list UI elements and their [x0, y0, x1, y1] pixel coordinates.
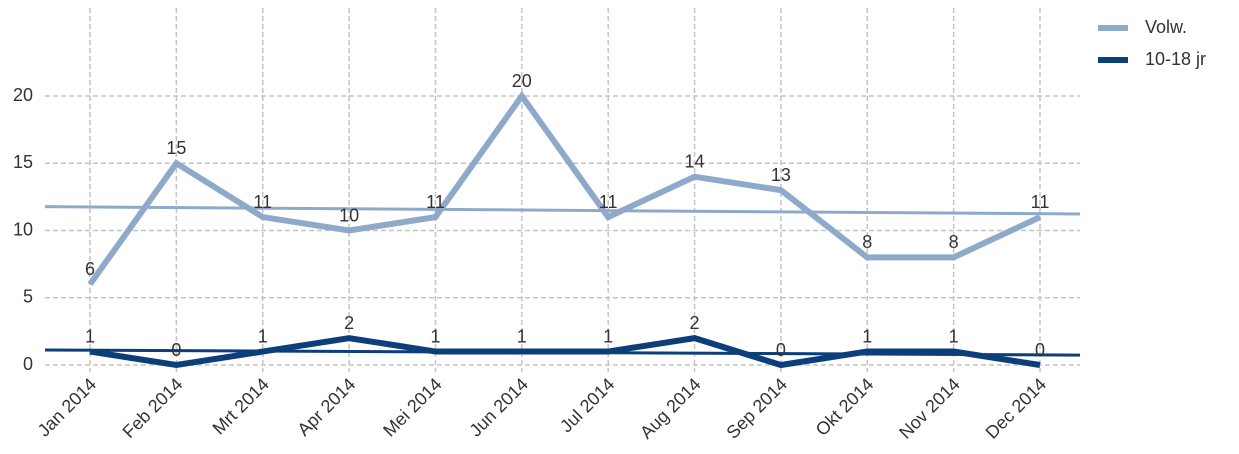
- data-label: 11: [253, 192, 272, 212]
- x-tick-label: Apr 2014: [293, 374, 359, 440]
- data-label: 14: [685, 151, 705, 171]
- data-label: 1: [85, 326, 95, 346]
- data-label: 1: [949, 326, 959, 346]
- x-tick-label: Jun 2014: [465, 374, 532, 441]
- data-label: 0: [1035, 340, 1045, 360]
- x-tick-label: Aug 2014: [636, 374, 705, 443]
- data-label: 20: [512, 71, 532, 91]
- x-tick-label: Jan 2014: [34, 374, 101, 441]
- data-label: 0: [171, 340, 181, 360]
- x-tick-label: Nov 2014: [895, 374, 964, 443]
- data-label: 8: [862, 232, 872, 252]
- x-tick-label: Jul 2014: [556, 374, 618, 436]
- data-label: 1: [517, 326, 527, 346]
- data-label: 2: [344, 313, 354, 333]
- x-tick-label: Sep 2014: [722, 374, 791, 443]
- series-line: [87, 90, 1042, 287]
- x-tick-label: Mei 2014: [379, 374, 446, 441]
- x-tick-label: Feb 2014: [119, 374, 187, 442]
- legend-label: Volw.: [1145, 17, 1187, 37]
- data-label: 11: [1031, 192, 1050, 212]
- x-tick-label: Mrt 2014: [209, 374, 273, 438]
- data-label: 15: [166, 138, 186, 158]
- y-tick-label: 20: [13, 85, 33, 105]
- data-label: 13: [771, 165, 791, 185]
- y-tick-label: 0: [23, 354, 33, 374]
- x-tick-label: Okt 2014: [812, 374, 878, 440]
- data-label: 1: [603, 326, 613, 346]
- x-tick-label: Dec 2014: [982, 374, 1051, 443]
- y-tick-label: 10: [13, 219, 33, 239]
- data-label: 1: [862, 326, 872, 346]
- data-label: 11: [426, 192, 445, 212]
- data-label: 8: [949, 232, 959, 252]
- data-label: 6: [85, 259, 95, 279]
- data-label: 10: [339, 205, 359, 225]
- legend-label: 10-18 jr: [1145, 49, 1206, 69]
- data-label: 1: [258, 326, 268, 346]
- y-tick-label: 15: [13, 152, 33, 172]
- data-label: 2: [690, 313, 700, 333]
- data-label: 1: [430, 326, 440, 346]
- series-line: [89, 335, 1041, 369]
- trend-line: [44, 205, 1081, 216]
- y-tick-label: 5: [23, 287, 33, 307]
- data-label: 11: [599, 192, 618, 212]
- data-label: 0: [776, 340, 786, 360]
